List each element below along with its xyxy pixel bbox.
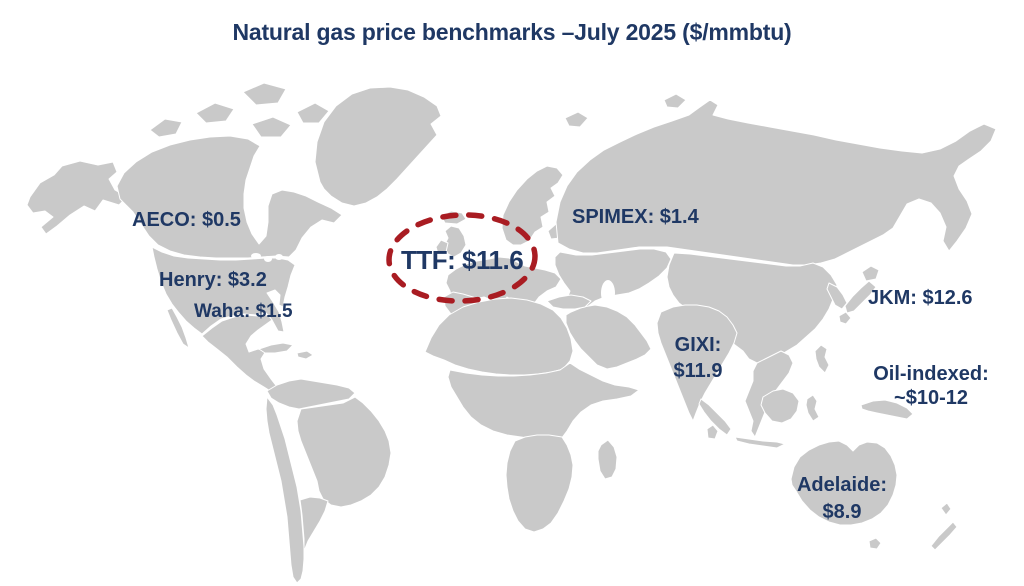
landmass-turkey [546, 294, 592, 310]
arctic-island [195, 102, 235, 124]
landmass-alaska [26, 160, 128, 235]
label-henry-hub: Henry: $3.2 [159, 269, 267, 291]
landmass-india [656, 304, 738, 422]
landmass-brazil [296, 396, 392, 508]
island-madagascar [597, 439, 618, 480]
island-new-guinea [860, 399, 914, 420]
landmass-uk [443, 225, 467, 258]
island-sumatra [698, 398, 732, 436]
island-java [734, 436, 786, 449]
landmass-africa-south [505, 434, 574, 533]
ttf-highlight-ellipse [386, 212, 538, 304]
island-cuba [258, 342, 294, 354]
island-hispaniola [296, 350, 314, 360]
island-sri-lanka [706, 424, 719, 440]
landmass-korea [826, 282, 848, 310]
island-borneo [760, 388, 800, 424]
label-ttf: TTF: $11.6 [401, 245, 524, 275]
label-gixi-line1: GIXI: [674, 334, 722, 356]
island-japan-hokkaido [861, 265, 880, 282]
arctic-island [296, 102, 330, 124]
label-gixi: GIXI: $11.9 [638, 332, 758, 384]
arctic-island [149, 118, 183, 138]
water-great-lakes [275, 254, 283, 260]
landmass-arabia [565, 304, 652, 370]
arctic-island [564, 111, 589, 128]
landmass-andes-patagonia [265, 396, 305, 584]
label-adelaide: Adelaide: $8.9 [762, 472, 922, 526]
label-waha: Waha: $1.5 [194, 301, 293, 322]
island-tasmania [868, 537, 882, 550]
island-sulawesi [805, 394, 820, 422]
label-adelaide-line1: Adelaide: [796, 474, 888, 496]
landmass-greenland [314, 86, 442, 207]
water-great-lakes [264, 256, 272, 262]
landmass-africa-central [447, 362, 640, 442]
island-philippines [814, 344, 830, 374]
landmass-russia [555, 99, 997, 266]
landmass-ireland [435, 239, 449, 255]
landmass-south-america-north [266, 378, 356, 410]
landmass-usa [151, 246, 296, 335]
island-japan-honshu [844, 280, 877, 314]
label-gixi-line2: $11.9 [673, 360, 723, 382]
water-great-lakes [251, 253, 261, 259]
label-aeco: AECO: $0.5 [132, 209, 241, 231]
island-new-zealand-south [930, 521, 958, 551]
label-oil-indexed: Oil-indexed: ~$10-12 [845, 362, 1017, 410]
landmass-africa-north [424, 297, 574, 376]
label-spimex: SPIMEX: $1.4 [572, 206, 699, 228]
landmass-canada [116, 135, 343, 259]
landmass-australia [790, 440, 898, 526]
arctic-island [251, 116, 292, 138]
landmass-mexico-central-america [201, 314, 284, 395]
water-caspian-sea [601, 280, 615, 306]
label-oil-indexed-line2: ~$10-12 [894, 387, 968, 409]
landmass-baja [166, 307, 190, 349]
landmass-argentina [299, 496, 329, 552]
label-oil-indexed-line1: Oil-indexed: [873, 363, 989, 385]
landmass-central-asia [554, 248, 672, 312]
arctic-island [663, 93, 687, 109]
landmass-scandinavia [501, 165, 564, 246]
page-title: Natural gas price benchmarks –July 2025 … [232, 19, 792, 45]
label-adelaide-line2: $8.9 [822, 501, 862, 523]
arctic-island [242, 82, 287, 106]
label-jkm: JKM: $12.6 [868, 287, 973, 309]
island-new-zealand-north [940, 502, 952, 516]
island-japan-kyushu [838, 311, 852, 325]
